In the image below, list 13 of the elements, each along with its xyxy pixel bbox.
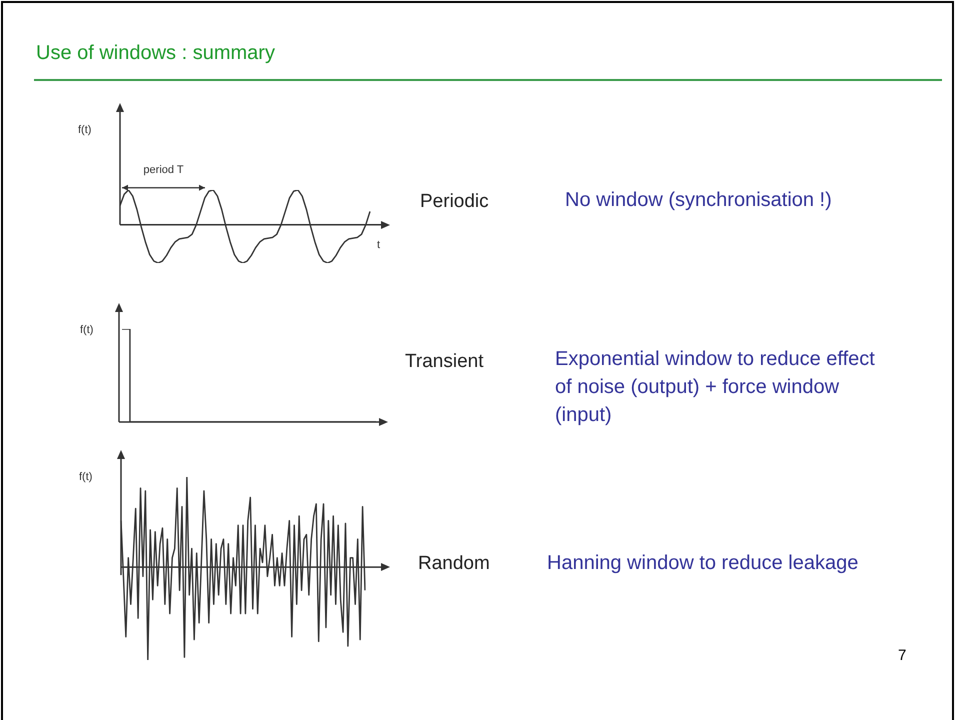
text: period T [143,164,184,176]
chart-title: Use of windows : summary [36,42,275,65]
text: Exponential window to reduce effect of noise (output) + force window (input) [555,347,876,428]
y-axis-title: f(t) [78,124,92,136]
y-axis-title: f(t) [80,324,94,336]
y-axis-title: f(t) [79,471,92,484]
text: Hanning window to reduce leakage [547,551,858,576]
x-axis-title: t [377,238,380,251]
text: No window (synchronisation !) [565,188,832,213]
text: 7 [898,646,906,666]
text: Random [418,552,490,576]
text: Transient [405,350,484,374]
text: Periodic [420,190,489,214]
